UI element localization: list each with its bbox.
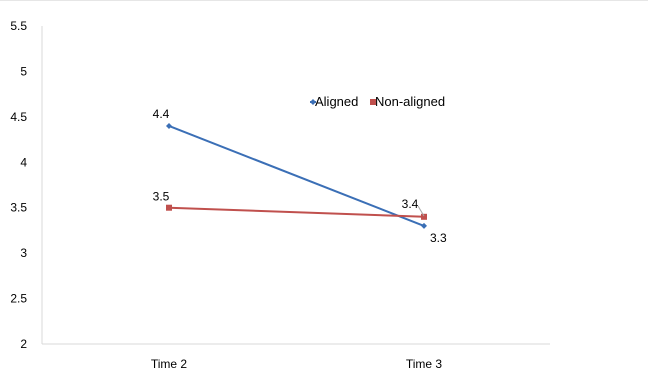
- data-label: 3.3: [430, 231, 447, 245]
- data-label: 3.4: [402, 197, 419, 211]
- y-tick-label: 3: [20, 246, 27, 260]
- y-tick-label: 4.5: [10, 110, 27, 124]
- data-label: 4.4: [153, 107, 170, 121]
- data-label-leader-line: [417, 205, 425, 217]
- data-point-marker: [166, 204, 172, 211]
- legend-entry-label: Non-aligned: [375, 94, 445, 109]
- legend-entry-label: Aligned: [315, 94, 358, 109]
- y-tick-label: 2: [20, 337, 27, 351]
- y-tick-label: 5: [20, 64, 27, 78]
- x-category-label: Time 3: [406, 357, 443, 371]
- x-category-label: Time 2: [151, 357, 188, 371]
- series-line-non-aligned: [168, 206, 425, 218]
- y-tick-label: 5.5: [10, 19, 27, 33]
- data-point-marker: [421, 222, 427, 229]
- y-tick-label: 3.5: [10, 201, 27, 215]
- legend-marker: [310, 99, 316, 105]
- data-point-marker: [166, 122, 172, 129]
- data-point-marker: [421, 213, 427, 220]
- y-tick-label: 2.5: [10, 292, 27, 306]
- series-line-aligned: [168, 125, 425, 227]
- data-label: 3.5: [153, 190, 170, 204]
- legend-marker: [370, 99, 376, 105]
- y-tick-label: 4: [20, 155, 27, 169]
